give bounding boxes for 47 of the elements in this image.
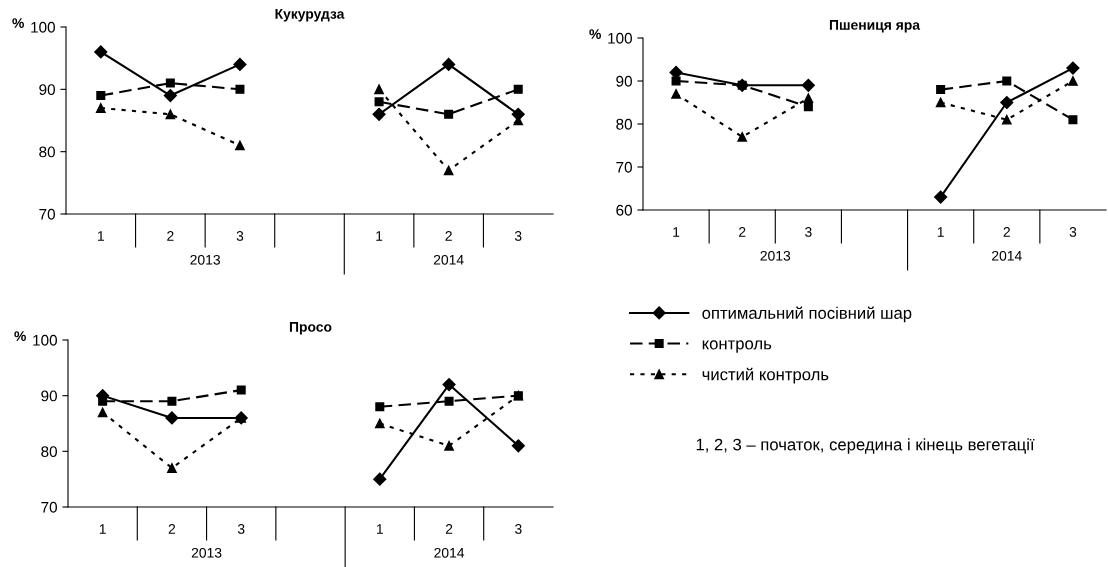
x-tick-label: 3 bbox=[805, 227, 812, 237]
x-tick-label: 1 bbox=[97, 231, 104, 241]
x-tick-label: 3 bbox=[237, 524, 245, 534]
x-tick-label: 3 bbox=[1069, 227, 1077, 237]
x-tick-label: 1 bbox=[376, 231, 383, 241]
x-tick-label: 2 bbox=[739, 227, 746, 237]
y-tick-label: 80 bbox=[41, 446, 57, 458]
chart-title: Пшениця яра bbox=[829, 20, 921, 33]
y-tick-label: 100 bbox=[33, 334, 57, 346]
x-tick-label: 2 bbox=[445, 231, 452, 241]
text: 2013 bbox=[760, 250, 791, 261]
y-axis-title: % bbox=[589, 29, 601, 39]
y-tick-label: 80 bbox=[616, 118, 632, 130]
legend-label: чистий контроль bbox=[702, 367, 829, 384]
y-tick-label: 70 bbox=[41, 501, 57, 513]
x-tick-label: 2 bbox=[445, 524, 453, 534]
y-axis-title: % bbox=[12, 18, 24, 28]
x-tick-label: 1 bbox=[376, 524, 383, 534]
text: 2013 bbox=[191, 547, 222, 558]
x-tick-label: 1 bbox=[99, 524, 106, 534]
y-tick-label: 90 bbox=[39, 84, 55, 96]
chart-title: Просо bbox=[289, 322, 332, 335]
y-tick-label: 60 bbox=[616, 204, 632, 216]
x-tick-label: 2 bbox=[167, 231, 174, 241]
y-tick-label: 70 bbox=[39, 208, 55, 220]
x-tick-label: 2 bbox=[168, 524, 176, 534]
text: 1, 2, 3 – початок, середина і кінець вегетації bbox=[696, 438, 1035, 454]
y-axis-title: % bbox=[14, 331, 26, 341]
x-tick-label: 3 bbox=[236, 231, 244, 241]
text: 2014 bbox=[433, 254, 464, 265]
y-tick-label: 90 bbox=[41, 390, 57, 402]
text: 2014 bbox=[992, 250, 1022, 261]
y-tick-label: 100 bbox=[608, 32, 632, 44]
y-tick-label: 70 bbox=[616, 161, 632, 173]
legend-label: оптимальний посівний шар bbox=[702, 306, 912, 323]
x-tick-label: 3 bbox=[514, 231, 522, 241]
text: 2014 bbox=[434, 547, 465, 558]
x-tick-label: 2 bbox=[1003, 227, 1010, 237]
x-tick-label: 1 bbox=[673, 227, 680, 237]
y-tick-label: 90 bbox=[616, 75, 632, 87]
chart-title: Кукурудза bbox=[275, 9, 345, 22]
text: 2013 bbox=[190, 254, 220, 265]
legend-label: контроль bbox=[702, 340, 772, 353]
y-tick-label: 100 bbox=[31, 21, 55, 33]
x-tick-label: 1 bbox=[937, 227, 944, 237]
x-tick-label: 3 bbox=[515, 524, 522, 534]
y-tick-label: 80 bbox=[39, 146, 55, 158]
